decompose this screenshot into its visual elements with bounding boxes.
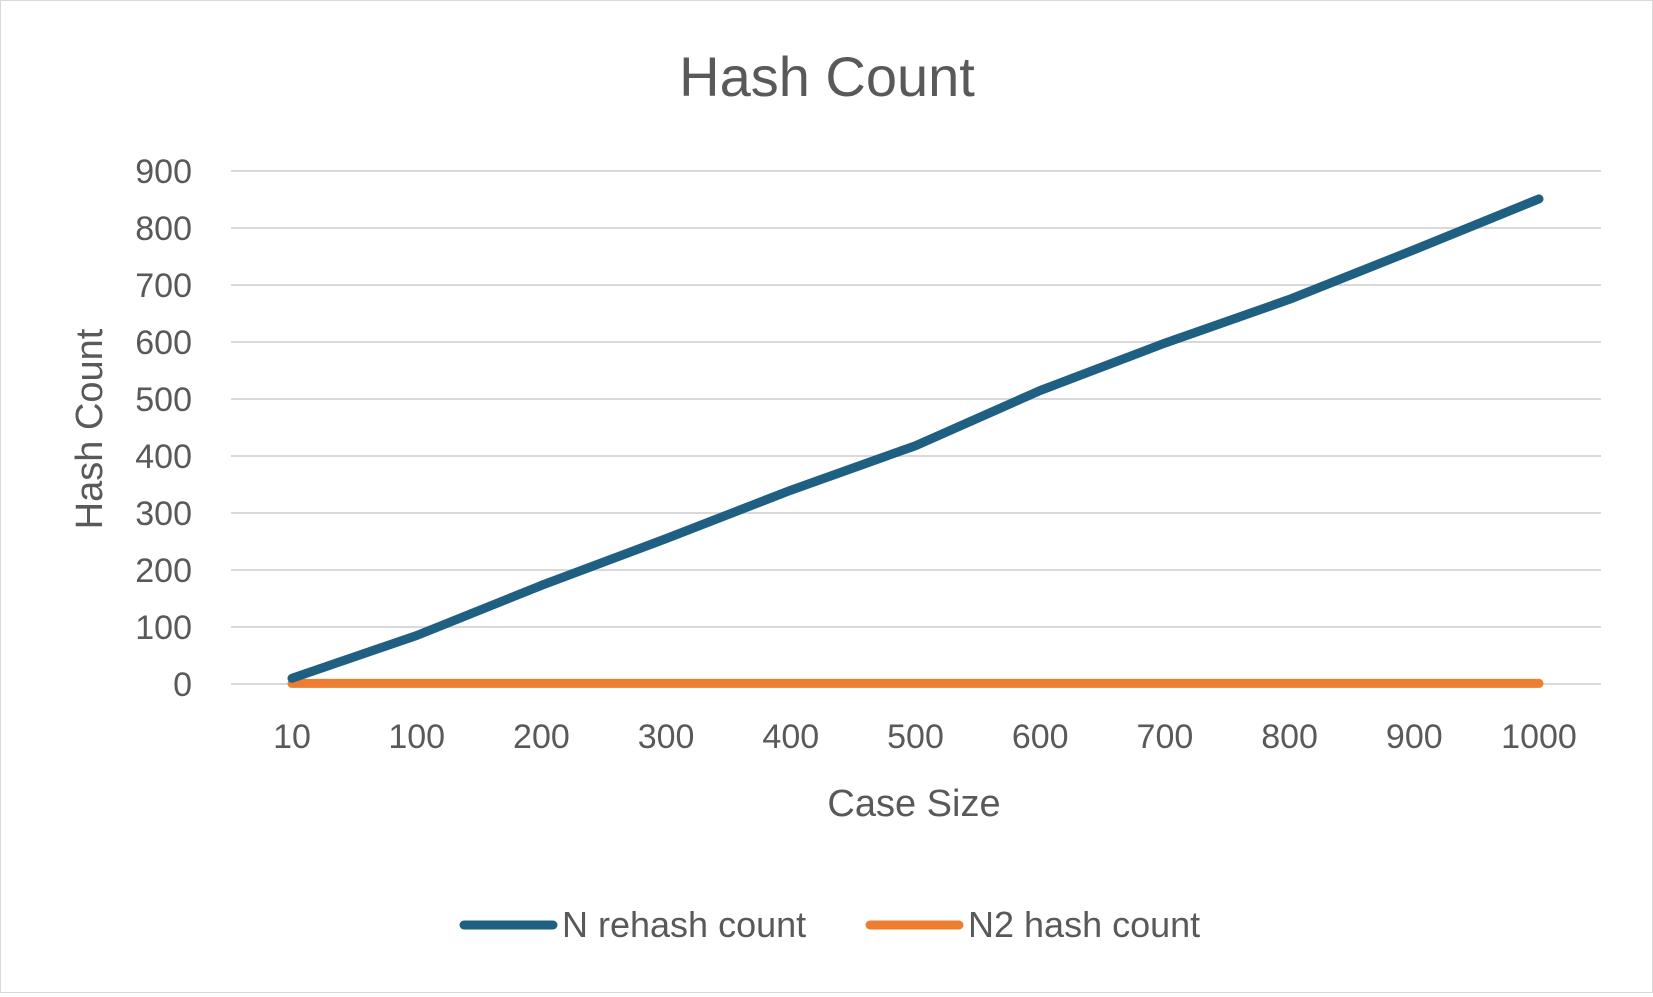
x-tick-label: 400 xyxy=(762,718,819,756)
x-tick-label: 200 xyxy=(513,718,570,756)
y-tick-label: 500 xyxy=(135,381,192,419)
y-tick-label: 300 xyxy=(135,495,192,533)
series-lines xyxy=(287,194,1544,688)
y-axis-title: Hash Count xyxy=(69,328,111,529)
y-tick-label: 800 xyxy=(135,210,192,248)
x-tick-label: 100 xyxy=(388,718,445,756)
y-tick-label: 900 xyxy=(135,153,192,191)
series-line-n-rehash-count xyxy=(287,194,1544,683)
y-tick-label: 600 xyxy=(135,324,192,362)
y-tick-label: 200 xyxy=(135,552,192,590)
x-tick-label: 1000 xyxy=(1501,718,1577,756)
y-tick-label: 400 xyxy=(135,438,192,476)
y-tick-label: 0 xyxy=(173,666,192,704)
x-tick-label: 800 xyxy=(1261,718,1318,756)
legend-label-n2-hash-count: N2 hash count xyxy=(968,904,1200,945)
y-axis-tick-labels: 0 100 200 300 400 500 600 700 800 900 xyxy=(135,153,192,704)
legend-label-n-rehash-count: N rehash count xyxy=(562,904,806,945)
x-axis-tick-labels: 10 100 200 300 400 500 600 700 800 900 1000 xyxy=(273,718,1577,756)
x-tick-label: 900 xyxy=(1386,718,1443,756)
y-tick-label: 100 xyxy=(135,609,192,647)
x-tick-label: 500 xyxy=(887,718,944,756)
x-tick-label: 300 xyxy=(638,718,695,756)
x-tick-label: 10 xyxy=(273,718,311,756)
x-axis-title: Case Size xyxy=(827,783,1000,825)
x-tick-label: 700 xyxy=(1137,718,1194,756)
gridlines xyxy=(231,170,1601,685)
chart-title: Hash Count xyxy=(679,45,975,108)
legend: N rehash count N2 hash count xyxy=(459,904,1200,945)
x-tick-label: 600 xyxy=(1012,718,1069,756)
y-tick-label: 700 xyxy=(135,267,192,305)
